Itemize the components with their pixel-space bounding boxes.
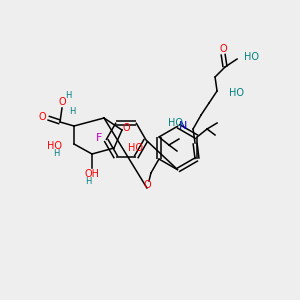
Text: HO: HO xyxy=(229,88,244,98)
Text: OH: OH xyxy=(85,169,100,179)
Text: H: H xyxy=(69,107,75,116)
Text: HO: HO xyxy=(168,118,183,128)
Text: HO: HO xyxy=(244,52,259,62)
Text: F: F xyxy=(96,133,102,143)
Text: O: O xyxy=(38,112,46,122)
Text: HO: HO xyxy=(128,143,143,153)
Text: O: O xyxy=(143,180,151,190)
Text: O: O xyxy=(122,123,130,133)
Text: H: H xyxy=(53,149,59,158)
Text: O: O xyxy=(219,44,227,54)
Text: H: H xyxy=(85,176,91,185)
Text: O: O xyxy=(58,97,66,107)
Text: H: H xyxy=(65,92,71,100)
Text: HO: HO xyxy=(47,141,62,151)
Text: N: N xyxy=(179,121,187,131)
